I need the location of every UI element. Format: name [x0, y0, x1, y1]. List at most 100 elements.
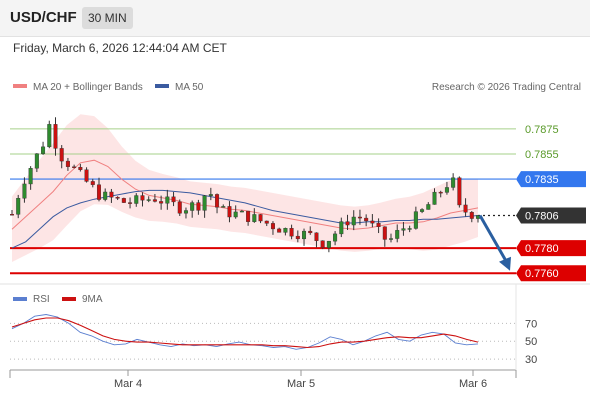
candle-body — [115, 197, 120, 199]
candle — [283, 227, 288, 236]
candle-body — [65, 160, 70, 167]
forecast-arrow-head — [499, 256, 511, 271]
candle-body — [246, 210, 251, 222]
candle-body — [277, 228, 282, 233]
candle-body — [295, 235, 300, 240]
candle — [177, 199, 182, 216]
candle-body — [320, 240, 325, 248]
forecast-arrow — [478, 214, 511, 271]
candle-body — [183, 210, 188, 214]
candle-body — [469, 212, 474, 219]
candle — [215, 193, 220, 214]
x-tick-label: Mar 6 — [459, 378, 487, 390]
candle — [134, 193, 139, 207]
candle — [289, 224, 294, 240]
candle — [78, 163, 83, 172]
candle — [9, 209, 14, 216]
candle-body — [308, 230, 313, 234]
candle-body — [53, 124, 58, 149]
candle — [438, 190, 443, 198]
candle — [28, 166, 33, 190]
candle — [109, 188, 114, 203]
candle-body — [146, 199, 151, 201]
candle-body — [47, 124, 52, 148]
candle — [339, 217, 344, 238]
candle-body — [103, 191, 108, 200]
candle — [128, 197, 133, 209]
candlesticks — [9, 117, 481, 253]
candle-body — [239, 210, 244, 213]
ma20-legend-swatch — [13, 84, 27, 88]
candle — [320, 240, 325, 250]
rsi-legend-swatch — [13, 297, 27, 301]
candle — [41, 141, 46, 155]
candle — [395, 224, 400, 243]
price-levels — [10, 128, 516, 275]
credit-text: Research © 2026 Trading Central — [432, 82, 581, 93]
support-tag — [516, 265, 586, 282]
candle-body — [96, 184, 101, 200]
candle-body — [128, 202, 133, 204]
support-tag — [516, 240, 586, 257]
price-legend: MA 20 + Bollinger Bands MA 50 Research ©… — [13, 82, 581, 93]
ma20-line — [11, 159, 479, 230]
candle-body — [420, 209, 425, 212]
candle-body — [270, 223, 275, 230]
candle — [389, 233, 394, 243]
resistance-label: 0.7875 — [525, 124, 559, 136]
candle-body — [22, 183, 27, 199]
candle-body — [171, 196, 176, 203]
support-label: 0.7780 — [525, 243, 559, 255]
candle — [463, 198, 468, 217]
candle-body — [16, 198, 21, 215]
candle — [258, 214, 263, 224]
ma50-line — [11, 189, 479, 249]
candle — [308, 226, 313, 235]
candle — [457, 176, 462, 208]
candle-body — [134, 195, 139, 204]
timeframe-button[interactable]: 30 MIN — [82, 7, 133, 29]
candle-body — [457, 177, 462, 206]
candle — [47, 120, 52, 149]
rsi-panel: 30 50 70 — [10, 314, 537, 366]
candle-body — [252, 214, 257, 222]
candle — [65, 157, 70, 171]
candle — [432, 188, 437, 205]
candle — [426, 202, 431, 210]
rsi-tick-label: 30 — [525, 354, 537, 366]
candle-body — [364, 217, 369, 222]
rsi-line — [11, 314, 479, 350]
candle — [159, 195, 164, 210]
candle-body — [227, 206, 232, 218]
candle-body — [432, 191, 437, 205]
candle — [370, 214, 375, 228]
candle-body — [59, 148, 64, 162]
candle-body — [351, 216, 356, 226]
forecast-arrow-shaft — [478, 214, 509, 264]
candle — [364, 214, 369, 227]
candle — [115, 196, 120, 201]
rsi-legend: RSI 9MA — [13, 294, 103, 305]
candle-body — [215, 194, 220, 208]
candle-body — [78, 167, 83, 170]
candle — [96, 177, 101, 202]
candle — [140, 192, 145, 207]
candle — [34, 153, 39, 173]
candle — [444, 181, 449, 195]
candle — [22, 177, 27, 203]
candle-body — [389, 238, 394, 240]
candle — [314, 232, 319, 248]
candle-body — [345, 221, 350, 226]
candle-body — [90, 181, 95, 185]
candle — [277, 227, 282, 233]
candle-body — [289, 228, 294, 237]
ma20-legend-label: MA 20 + Bollinger Bands — [33, 82, 143, 93]
candle-body — [177, 201, 182, 214]
resistance-label: 0.7855 — [525, 149, 559, 161]
candle — [252, 208, 257, 223]
candle — [407, 225, 412, 233]
candle-body — [395, 230, 400, 239]
candle-body — [333, 233, 338, 242]
candle-body — [376, 222, 381, 227]
